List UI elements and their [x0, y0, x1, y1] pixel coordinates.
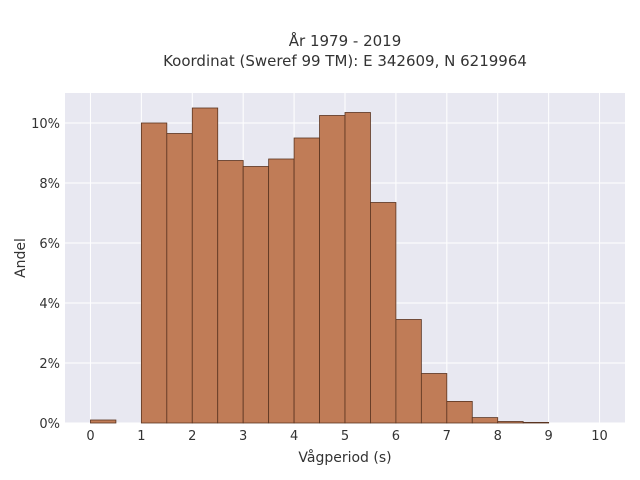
bar-3 — [166, 133, 193, 424]
bar-15 — [471, 417, 499, 424]
y-tick-label-4: 8% — [39, 177, 60, 192]
x-tick-label-3: 3 — [239, 429, 247, 444]
bar-2 — [140, 122, 168, 424]
chart-title: År 1979 - 2019 — [289, 31, 402, 50]
bar-7 — [268, 158, 295, 424]
x-tick-label-1: 1 — [137, 429, 145, 444]
x-tick-label-10: 10 — [591, 429, 608, 444]
x-tick-label-5: 5 — [341, 429, 349, 444]
x-tick-label-8: 8 — [494, 429, 502, 444]
x-tick-label-0: 0 — [86, 429, 94, 444]
bar-12 — [395, 319, 422, 424]
y-axis-label: Andel — [13, 238, 29, 278]
x-tick-label-2: 2 — [188, 429, 196, 444]
y-tick-label-5: 10% — [31, 117, 60, 132]
chart-subtitle: Koordinat (Sweref 99 TM): E 342609, N 62… — [163, 52, 527, 70]
x-axis-label: Vågperiod (s) — [298, 449, 391, 466]
bar-10 — [344, 112, 371, 424]
bar-17 — [522, 421, 550, 424]
bar-6 — [242, 166, 270, 424]
y-tick-label-3: 6% — [39, 237, 60, 252]
y-tick-label-1: 2% — [39, 357, 60, 372]
x-tick-label-7: 7 — [443, 429, 451, 444]
bar-8 — [293, 137, 320, 424]
bar-16 — [497, 421, 524, 424]
x-tick-label-6: 6 — [392, 429, 400, 444]
bar-4 — [191, 107, 219, 424]
y-tick-label-0: 0% — [39, 417, 60, 432]
bar-11 — [370, 202, 397, 424]
bars — [90, 107, 550, 424]
x-tick-label-9: 9 — [544, 429, 552, 444]
y-tick-label-2: 4% — [39, 297, 60, 312]
bar-0 — [90, 419, 117, 424]
x-tick-labels: 0 1 2 3 4 5 6 7 8 9 10 — [86, 429, 608, 444]
x-tick-label-4: 4 — [290, 429, 298, 444]
bar-13 — [420, 373, 448, 424]
bar-14 — [446, 400, 473, 424]
bar-5 — [217, 160, 244, 424]
y-tick-labels: 0% 2% 4% 6% 8% 10% — [31, 117, 60, 432]
bar-9 — [319, 115, 346, 424]
